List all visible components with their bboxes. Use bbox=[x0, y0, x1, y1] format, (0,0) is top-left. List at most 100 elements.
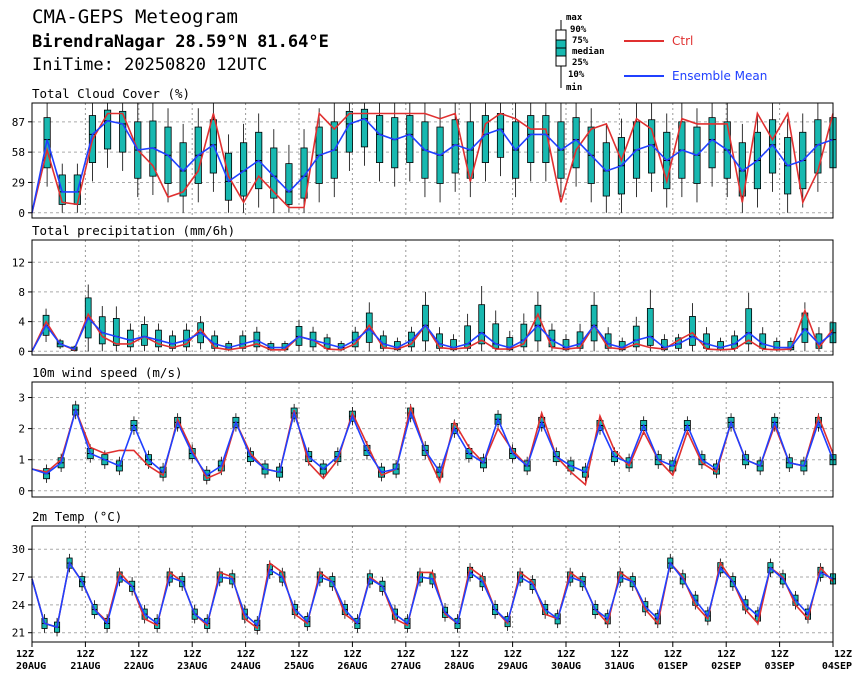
box-iqr bbox=[376, 115, 384, 163]
box-iqr bbox=[103, 109, 112, 150]
box-iqr bbox=[590, 304, 598, 342]
legend: max 90% 75% median 25% 10% min Ctrl Ense… bbox=[555, 13, 767, 93]
x-tick-hour: 12Z bbox=[504, 649, 522, 660]
x-tick-date: 29AUG bbox=[498, 661, 528, 672]
box-iqr bbox=[717, 341, 724, 351]
ctrl-series-line bbox=[31, 403, 834, 487]
panel-3: 21 24 27 30 2m Temp (°C) bbox=[12, 509, 837, 643]
x-tick-hour: 12Z bbox=[557, 649, 575, 660]
box-iqr bbox=[422, 304, 429, 342]
y-tick-label: 30 bbox=[12, 543, 25, 556]
box-iqr bbox=[534, 304, 542, 342]
x-tick-hour: 12Z bbox=[76, 649, 94, 660]
legend-label-max: max bbox=[566, 13, 583, 23]
legend-label-75: 75% bbox=[572, 36, 589, 46]
panel-frame bbox=[31, 381, 834, 498]
box-iqr bbox=[814, 119, 822, 174]
x-tick-date: 03SEP bbox=[765, 661, 795, 672]
box-iqr bbox=[112, 318, 120, 346]
y-tick-label: 87 bbox=[12, 116, 25, 129]
x-tick-hour: 12Z bbox=[664, 649, 682, 660]
box-iqr bbox=[542, 115, 550, 163]
legend-mean-label: Ensemble Mean bbox=[672, 69, 767, 83]
legend-label-25: 25% bbox=[572, 58, 589, 68]
x-tick-date: 30AUG bbox=[551, 661, 581, 672]
x-axis: 12Z20AUG12Z21AUG12Z22AUG12Z23AUG12Z24AUG… bbox=[16, 642, 852, 672]
mean-series-line bbox=[31, 561, 834, 629]
x-tick-hour: 12Z bbox=[343, 649, 361, 660]
box-iqr bbox=[759, 333, 767, 349]
ctrl-series-line bbox=[31, 111, 834, 213]
panel-frame bbox=[31, 525, 834, 643]
mean-series-line bbox=[31, 407, 834, 477]
box-iqr bbox=[119, 110, 127, 153]
x-tick-date: 23AUG bbox=[177, 661, 207, 672]
x-tick-date: 28AUG bbox=[444, 661, 474, 672]
x-tick-hour: 12Z bbox=[130, 649, 148, 660]
y-tick-label: 21 bbox=[12, 627, 25, 640]
box-iqr bbox=[141, 324, 148, 346]
y-tick-label: 12 bbox=[12, 256, 25, 269]
box-iqr bbox=[391, 117, 399, 169]
box-iqr bbox=[646, 308, 654, 346]
x-tick-date: 26AUG bbox=[337, 661, 367, 672]
box-iqr bbox=[127, 329, 134, 348]
y-tick-label: 29 bbox=[12, 176, 25, 189]
box-iqr bbox=[478, 304, 486, 345]
mean-series-line bbox=[31, 316, 834, 352]
chart-title: CMA-GEPS Meteogram bbox=[32, 6, 238, 28]
legend-ctrl-label: Ctrl bbox=[672, 34, 693, 48]
x-tick-date: 31AUG bbox=[604, 661, 634, 672]
panel-frame bbox=[31, 239, 834, 356]
y-tick-label: 0 bbox=[18, 485, 25, 498]
y-tick-label: 8 bbox=[18, 286, 25, 299]
box-iqr bbox=[768, 119, 777, 174]
box-iqr bbox=[406, 115, 414, 163]
y-tick-label: 0 bbox=[18, 207, 25, 220]
x-tick-hour: 12Z bbox=[290, 649, 308, 660]
x-tick-date: 20AUG bbox=[16, 661, 46, 672]
box-iqr bbox=[179, 142, 187, 197]
y-tick-label: 27 bbox=[12, 571, 25, 584]
y-tick-label: 1 bbox=[18, 454, 25, 467]
x-tick-date: 21AUG bbox=[70, 661, 100, 672]
legend-label-10: 10% bbox=[568, 70, 585, 80]
y-tick-label: 2 bbox=[18, 423, 25, 436]
box-iqr bbox=[496, 113, 505, 158]
y-tick-label: 4 bbox=[18, 316, 25, 329]
legend-label-90: 90% bbox=[570, 25, 587, 35]
legend-label-median: median bbox=[572, 46, 605, 57]
panel-2: 0 1 2 3 10m wind speed (m/s) bbox=[18, 365, 837, 498]
x-tick-hour: 12Z bbox=[771, 649, 789, 660]
panel-title: 2m Temp (°C) bbox=[32, 509, 122, 524]
legend-label-min: min bbox=[566, 82, 582, 93]
panel-title: 10m wind speed (m/s) bbox=[32, 365, 183, 380]
box-iqr bbox=[527, 115, 535, 163]
x-tick-date: 02SEP bbox=[711, 661, 741, 672]
panel-title: Total Cloud Cover (%) bbox=[32, 86, 190, 101]
x-tick-hour: 12Z bbox=[16, 649, 34, 660]
y-tick-label: 3 bbox=[18, 392, 25, 405]
x-tick-date: 04SEP bbox=[822, 661, 852, 672]
panel-1: 0 4 8 12 Total precipitation (mm/6h) bbox=[12, 223, 837, 358]
x-tick-hour: 12Z bbox=[610, 649, 628, 660]
x-tick-hour: 12Z bbox=[397, 649, 415, 660]
box-iqr bbox=[365, 312, 373, 343]
box-iqr bbox=[360, 108, 369, 148]
y-tick-label: 58 bbox=[12, 146, 25, 159]
box-iqr bbox=[773, 341, 781, 351]
panel-title: Total precipitation (mm/6h) bbox=[32, 223, 235, 238]
page-header: CMA-GEPS Meteogram BirendraNagar 28.59°N… bbox=[0, 0, 860, 100]
panel-0: 0 29 58 87 Total Cloud Cover (%) bbox=[12, 86, 837, 220]
x-tick-date: 27AUG bbox=[391, 661, 421, 672]
mean-series-line bbox=[31, 117, 834, 213]
box-iqr bbox=[801, 312, 809, 343]
x-tick-hour: 12Z bbox=[717, 649, 735, 660]
panel-frame bbox=[31, 102, 834, 219]
location-label: BirendraNagar 28.59°N 81.64°E bbox=[32, 32, 329, 52]
init-time-label: IniTime: 20250820 12UTC bbox=[32, 55, 268, 75]
x-tick-hour: 12Z bbox=[183, 649, 201, 660]
box-iqr bbox=[689, 316, 696, 346]
